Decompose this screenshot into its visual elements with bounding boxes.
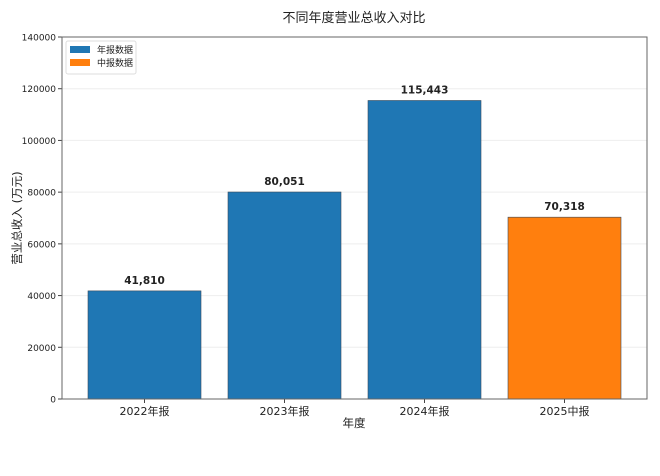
legend-label-interim: 中报数据 bbox=[97, 57, 133, 69]
legend-label-annual: 年报数据 bbox=[97, 44, 133, 56]
y-tick-label: 140000 bbox=[22, 34, 57, 44]
bar-2023年报 bbox=[227, 191, 342, 400]
x-tick-label: 2025中报 bbox=[540, 404, 590, 418]
bar-value-label: 41,810 bbox=[124, 275, 165, 287]
y-tick-label: 0 bbox=[50, 396, 56, 406]
bar-value-label: 80,051 bbox=[264, 176, 305, 188]
y-tick-label: 80000 bbox=[27, 189, 56, 199]
bar-2024年报 bbox=[367, 100, 482, 400]
x-axis-label: 年度 bbox=[343, 416, 366, 430]
legend-swatch-annual bbox=[70, 46, 90, 53]
y-axis-label: 营业总收入 (万元) bbox=[10, 171, 24, 264]
x-tick-label: 2022年报 bbox=[120, 404, 170, 418]
y-tick-label: 120000 bbox=[22, 85, 57, 95]
y-tick-label: 40000 bbox=[27, 292, 56, 302]
legend-swatch-interim bbox=[70, 59, 90, 66]
bar-2025中报 bbox=[507, 216, 622, 400]
y-tick-label: 20000 bbox=[27, 344, 56, 354]
x-tick-label: 2023年报 bbox=[260, 404, 310, 418]
bar-value-label: 70,318 bbox=[544, 201, 585, 213]
plot-frame bbox=[61, 36, 648, 400]
bar-value-label: 115,443 bbox=[401, 84, 449, 96]
y-tick-label: 60000 bbox=[27, 240, 56, 250]
legend: 年报数据 中报数据 bbox=[65, 40, 137, 75]
bar-2022年报 bbox=[87, 290, 202, 400]
chart-title: 不同年度营业总收入对比 bbox=[282, 10, 425, 26]
y-tick-label: 100000 bbox=[22, 137, 57, 147]
x-tick-label: 2024年报 bbox=[400, 404, 450, 418]
